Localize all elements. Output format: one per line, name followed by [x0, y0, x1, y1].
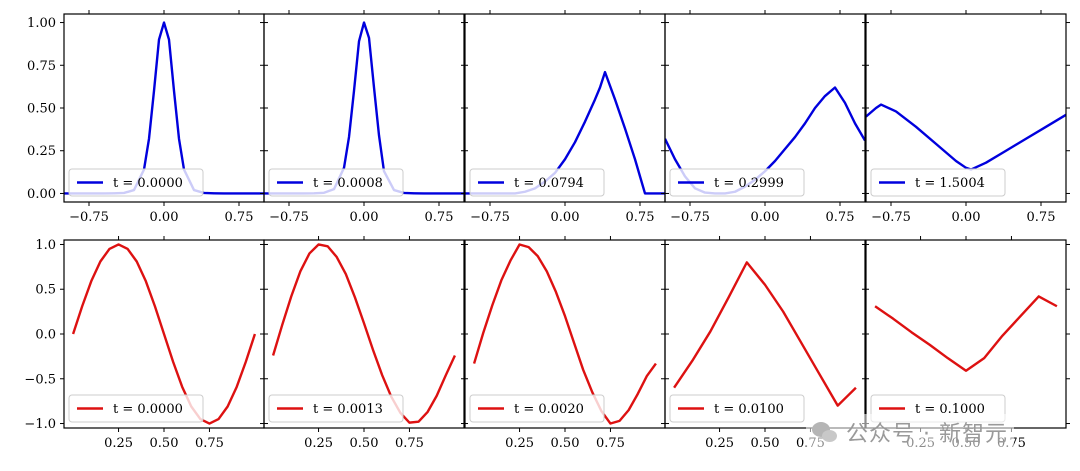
x-tick-label: 0.00	[551, 210, 580, 225]
x-tick-label: 0.50	[551, 436, 580, 451]
series-line	[64, 21, 264, 195]
legend-label: t = 0.2999	[714, 176, 784, 191]
legend-label: t = 0.1000	[915, 402, 985, 417]
legend-label: t = 0.0794	[514, 176, 584, 191]
series-line	[874, 295, 1058, 372]
legend-box	[870, 168, 1006, 197]
y-tick-label: 0.0	[35, 328, 56, 343]
series-line	[264, 21, 464, 195]
y-tick-label: −0.5	[24, 372, 56, 387]
subplot-1-1: 0.25 0.50 0.75 t = 0.0013	[260, 236, 468, 451]
x-tick-label: −0.75	[670, 210, 710, 225]
legend-label: t = 0.0100	[714, 402, 784, 417]
x-tick-label: 0.75	[425, 210, 454, 225]
legend-label: t = 0.0008	[313, 176, 383, 191]
x-tick-label: 0.00	[952, 210, 981, 225]
x-tick-label: 0.75	[1027, 210, 1056, 225]
subplot-1-0: 0.25 0.50 0.75 −1.0 −0.5 0.0 0.5 1.0 t = 0.0000	[24, 236, 268, 451]
y-tick-label: 0.50	[27, 102, 56, 117]
x-tick-label: −0.75	[871, 210, 911, 225]
y-tick-label: 0.75	[27, 59, 56, 74]
y-tick-label: 1.00	[27, 16, 56, 31]
x-tick-label: 0.25	[705, 436, 734, 451]
x-tick-label: 0.75	[626, 210, 655, 225]
y-tick-label: 0.5	[35, 283, 56, 298]
legend-label: t = 0.0020	[514, 402, 584, 417]
wechat-icon	[812, 419, 838, 445]
legend-box	[268, 168, 404, 197]
x-tick-label: −0.75	[69, 210, 109, 225]
x-tick-label: 0.75	[596, 436, 625, 451]
x-tick-label: 0.75	[395, 436, 424, 451]
legend-label: t = 0.0013	[313, 402, 383, 417]
subplot-1-2: 0.25 0.50 0.75 t = 0.0020	[461, 236, 669, 451]
series-line	[472, 243, 657, 425]
legend-box	[669, 394, 805, 423]
legend-box	[669, 168, 805, 197]
legend-box	[68, 394, 204, 423]
series-line	[866, 103, 1066, 171]
subplot-0-4: −0.75 0.00 0.75 t = 1.5004	[862, 10, 1070, 225]
subplot-0-0: −0.75 0.00 0.75 0.00 0.25 0.50 0.75 1.00 t = 0.0…	[27, 10, 268, 225]
x-tick-label: 0.25	[304, 436, 333, 451]
x-tick-label: 0.75	[225, 210, 254, 225]
legend-label: t = 0.0000	[113, 176, 183, 191]
y-tick-label: −1.0	[24, 417, 56, 432]
x-tick-label: −0.75	[470, 210, 510, 225]
series-line	[71, 243, 257, 425]
x-tick-label: 0.50	[751, 436, 780, 451]
x-tick-label: 0.00	[150, 210, 179, 225]
x-tick-label: 0.50	[150, 436, 179, 451]
watermark: 公众号 · 新智元	[806, 414, 1014, 450]
axes-frame	[865, 13, 1067, 203]
subplot-0-1: −0.75 0.00 0.75 t = 0.0008	[260, 10, 468, 225]
x-tick-label: 0.00	[350, 210, 379, 225]
legend-label: t = 0.0000	[113, 402, 183, 417]
x-tick-label: 0.75	[195, 436, 224, 451]
watermark-text: 公众号 · 新智元	[846, 422, 1008, 447]
legend-box	[469, 168, 605, 197]
x-tick-label: 0.25	[505, 436, 534, 451]
legend-box	[68, 168, 204, 197]
y-tick-label: 1.0	[35, 238, 56, 253]
series-line	[271, 243, 456, 424]
x-tick-label: 0.25	[104, 436, 133, 451]
series-line	[673, 261, 857, 407]
y-tick-label: 0.00	[27, 187, 56, 202]
legend-label: t = 1.5004	[915, 176, 985, 191]
x-tick-label: −0.75	[269, 210, 309, 225]
subplot-0-2: −0.75 0.00 0.75 t = 0.0794	[461, 10, 669, 225]
x-tick-label: 0.50	[350, 436, 379, 451]
y-tick-label: 0.25	[27, 144, 56, 159]
x-tick-label: 0.75	[826, 210, 855, 225]
subplot-0-3: −0.75 0.00 0.75 t = 0.2999	[661, 10, 869, 225]
x-tick-label: 0.00	[751, 210, 780, 225]
legend-box	[268, 394, 404, 423]
legend-box	[469, 394, 605, 423]
